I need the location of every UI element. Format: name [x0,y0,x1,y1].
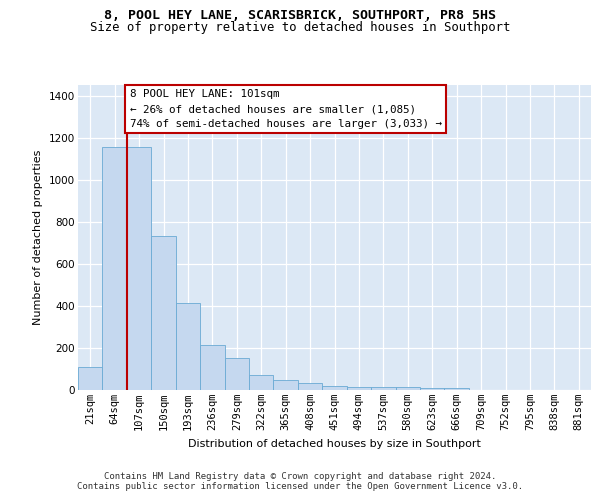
Text: Contains HM Land Registry data © Crown copyright and database right 2024.: Contains HM Land Registry data © Crown c… [104,472,496,481]
Bar [445,388,469,390]
Bar [127,147,151,390]
Bar [249,376,274,390]
Bar [322,386,347,390]
Bar [420,388,445,390]
Bar [395,387,420,390]
Text: Size of property relative to detached houses in Southport: Size of property relative to detached ho… [90,21,510,34]
Bar [371,387,395,390]
Bar [78,368,103,390]
Bar [200,345,224,390]
X-axis label: Distribution of detached houses by size in Southport: Distribution of detached houses by size … [188,438,481,448]
Bar [103,147,127,390]
Bar [176,302,200,390]
Text: 8 POOL HEY LANE: 101sqm
← 26% of detached houses are smaller (1,085)
74% of semi: 8 POOL HEY LANE: 101sqm ← 26% of detache… [130,89,442,129]
Bar [347,387,371,390]
Text: Contains public sector information licensed under the Open Government Licence v3: Contains public sector information licen… [77,482,523,491]
Bar [298,383,322,390]
Text: 8, POOL HEY LANE, SCARISBRICK, SOUTHPORT, PR8 5HS: 8, POOL HEY LANE, SCARISBRICK, SOUTHPORT… [104,9,496,22]
Bar [151,236,176,390]
Y-axis label: Number of detached properties: Number of detached properties [34,150,43,325]
Bar [224,358,249,390]
Bar [274,380,298,390]
